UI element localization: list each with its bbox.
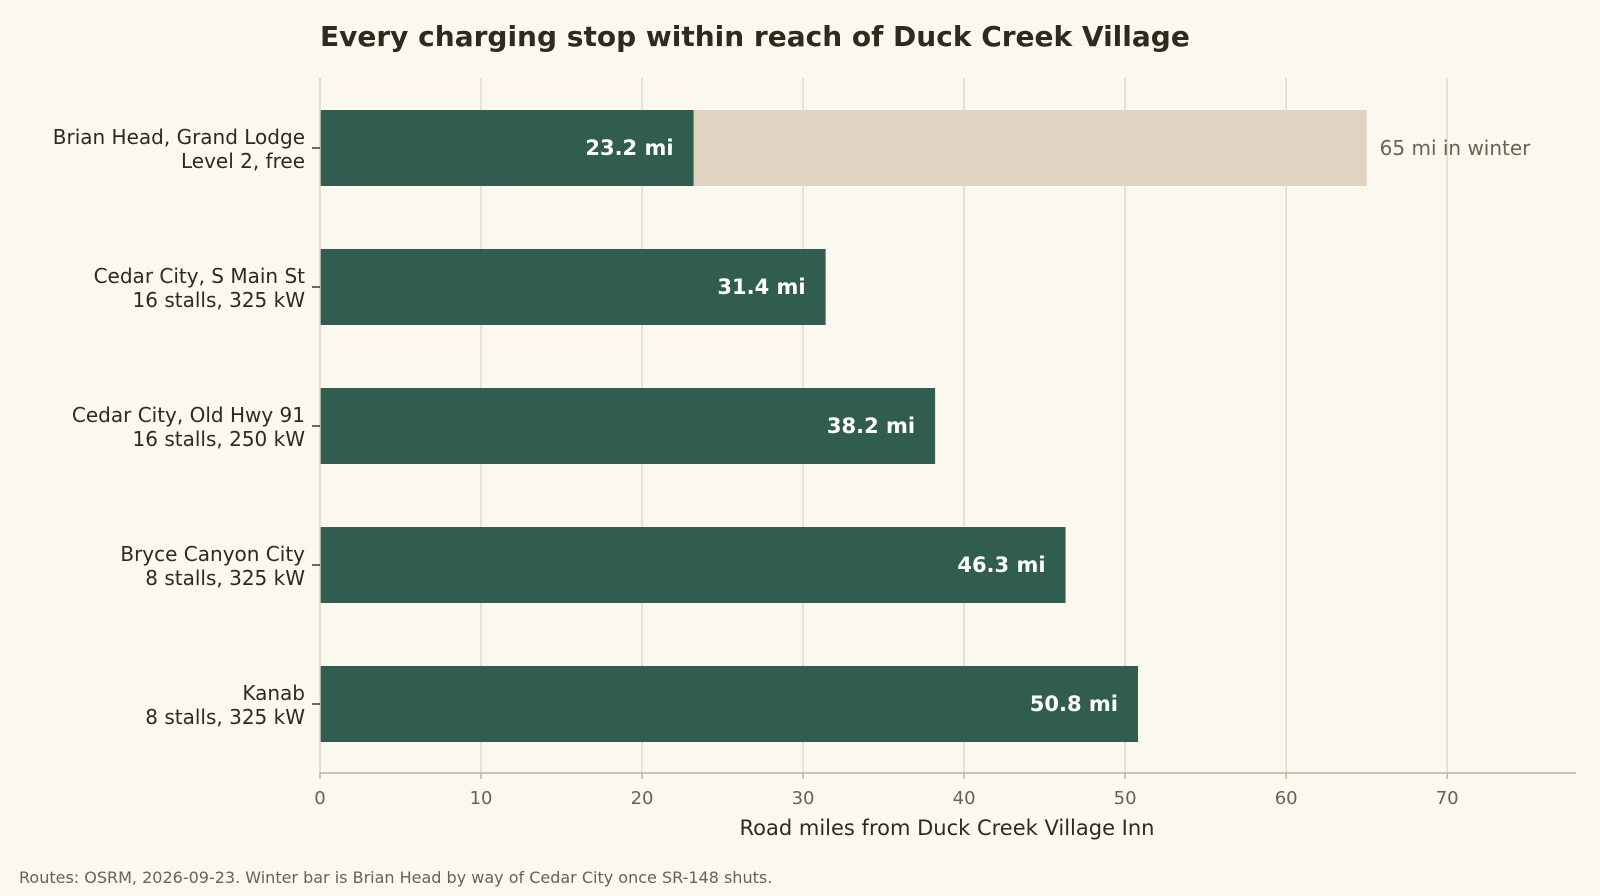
bar (320, 249, 826, 325)
winter-label: 65 mi in winter (1380, 136, 1532, 160)
bar (320, 110, 694, 186)
x-tick-label: 10 (470, 788, 493, 809)
bar-value-label: 46.3 mi (957, 553, 1045, 577)
category-label-line1: Cedar City, S Main St (94, 264, 306, 288)
x-tick-label: 70 (1436, 788, 1459, 809)
x-tick-label: 40 (953, 788, 976, 809)
x-axis: 0 10 20 30 40 50 60 70 (314, 78, 1576, 809)
category-label-line1: Cedar City, Old Hwy 91 (72, 403, 305, 427)
bar (320, 388, 936, 464)
x-tick-label: 20 (631, 788, 654, 809)
category-label-line2: 16 stalls, 250 kW (133, 427, 306, 451)
category-label-line2: 8 stalls, 325 kW (145, 566, 305, 590)
bar-value-label: 31.4 mi (717, 275, 805, 299)
x-tick-label: 30 (792, 788, 815, 809)
bar-value-label: 38.2 mi (827, 414, 915, 438)
x-tick-label: 60 (1275, 788, 1298, 809)
bar-value-label: 23.2 mi (585, 136, 673, 160)
x-tick-label: 0 (314, 788, 325, 809)
x-axis-title: Road miles from Duck Creek Village Inn (740, 816, 1155, 840)
bars: 65 mi in winter 23.2 mi 31.4 mi 38.2 mi 46.3… (320, 110, 1531, 742)
category-label-line2: 16 stalls, 325 kW (133, 288, 306, 312)
category-label-line2: Level 2, free (181, 149, 305, 173)
x-tick-label: 50 (1114, 788, 1137, 809)
category-label-line1: Kanab (242, 681, 305, 705)
chart-title: Every charging stop within reach of Duck… (320, 20, 1190, 53)
category-label-line1: Brian Head, Grand Lodge (53, 125, 305, 149)
category-label-line1: Bryce Canyon City (120, 542, 305, 566)
bar (320, 666, 1139, 742)
category-label-line2: 8 stalls, 325 kW (145, 705, 305, 729)
footnote: Routes: OSRM, 2026-09-23. Winter bar is … (19, 868, 772, 887)
bar (320, 527, 1066, 603)
bar-value-label: 50.8 mi (1030, 692, 1118, 716)
